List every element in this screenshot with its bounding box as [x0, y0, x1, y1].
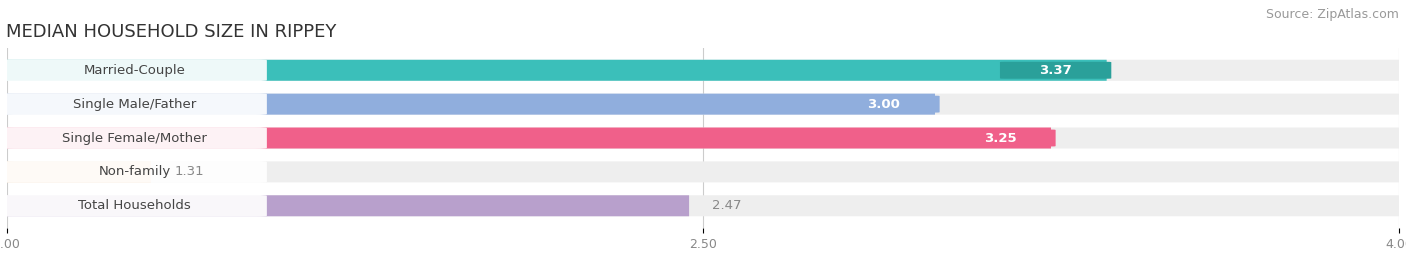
- FancyBboxPatch shape: [3, 59, 267, 81]
- FancyBboxPatch shape: [7, 94, 1399, 115]
- FancyBboxPatch shape: [3, 127, 267, 149]
- FancyBboxPatch shape: [7, 128, 1050, 148]
- Text: Source: ZipAtlas.com: Source: ZipAtlas.com: [1265, 8, 1399, 21]
- FancyBboxPatch shape: [7, 128, 1399, 148]
- Text: 3.25: 3.25: [984, 132, 1017, 144]
- Text: Total Households: Total Households: [79, 199, 191, 212]
- Text: 3.00: 3.00: [868, 98, 900, 111]
- FancyBboxPatch shape: [7, 195, 689, 216]
- FancyBboxPatch shape: [7, 195, 1399, 216]
- Text: 1.31: 1.31: [174, 165, 204, 178]
- FancyBboxPatch shape: [3, 195, 267, 217]
- Text: 3.37: 3.37: [1039, 64, 1071, 77]
- FancyBboxPatch shape: [3, 93, 267, 115]
- FancyBboxPatch shape: [945, 129, 1056, 147]
- FancyBboxPatch shape: [7, 60, 1107, 81]
- FancyBboxPatch shape: [7, 161, 1399, 183]
- Text: 2.47: 2.47: [713, 199, 742, 212]
- Text: Non-family: Non-family: [98, 165, 170, 178]
- FancyBboxPatch shape: [828, 96, 939, 113]
- FancyBboxPatch shape: [7, 94, 935, 115]
- FancyBboxPatch shape: [1000, 62, 1111, 79]
- Text: Single Female/Mother: Single Female/Mother: [62, 132, 207, 144]
- FancyBboxPatch shape: [7, 161, 150, 183]
- FancyBboxPatch shape: [3, 161, 267, 183]
- Text: MEDIAN HOUSEHOLD SIZE IN RIPPEY: MEDIAN HOUSEHOLD SIZE IN RIPPEY: [6, 23, 336, 41]
- Text: Married-Couple: Married-Couple: [84, 64, 186, 77]
- FancyBboxPatch shape: [7, 60, 1399, 81]
- Text: Single Male/Father: Single Male/Father: [73, 98, 197, 111]
